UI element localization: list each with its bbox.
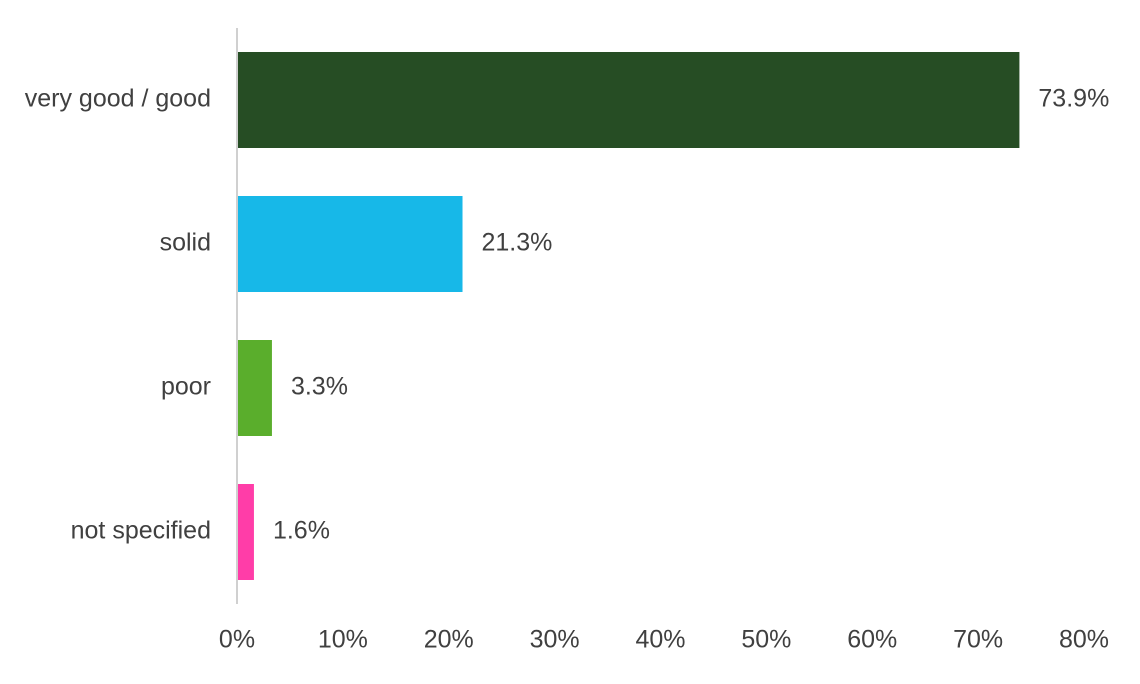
x-tick-label-0: 0% bbox=[219, 626, 255, 654]
bar-very-good-good bbox=[237, 52, 1020, 148]
bars-layer bbox=[237, 52, 1020, 580]
x-tick-label-70: 70% bbox=[953, 626, 1003, 654]
data-label-very-good-good: 73.9% bbox=[1038, 85, 1109, 113]
category-label-very-good-good: very good / good bbox=[25, 85, 211, 113]
x-tick-label-50: 50% bbox=[741, 626, 791, 654]
x-tick-label-80: 80% bbox=[1059, 626, 1109, 654]
bar-solid bbox=[237, 196, 463, 292]
x-tick-labels-layer: 0% 10% 20% 30% 40% 50% 60% 70% 80% bbox=[219, 626, 1109, 654]
category-label-not-specified: not specified bbox=[71, 517, 211, 545]
x-tick-label-30: 30% bbox=[530, 626, 580, 654]
x-tick-label-20: 20% bbox=[424, 626, 474, 654]
category-label-solid: solid bbox=[160, 229, 211, 257]
data-labels-layer: 73.9% 21.3% 3.3% 1.6% bbox=[273, 85, 1109, 545]
bar-not-specified bbox=[237, 484, 254, 580]
bar-poor bbox=[237, 340, 272, 436]
data-label-solid: 21.3% bbox=[482, 229, 553, 257]
category-labels-layer: very good / good solid poor not specified bbox=[25, 85, 211, 545]
category-label-poor: poor bbox=[161, 373, 211, 401]
x-tick-label-60: 60% bbox=[847, 626, 897, 654]
x-tick-label-10: 10% bbox=[318, 626, 368, 654]
data-label-poor: 3.3% bbox=[291, 373, 348, 401]
x-tick-label-40: 40% bbox=[635, 626, 685, 654]
data-label-not-specified: 1.6% bbox=[273, 517, 330, 545]
